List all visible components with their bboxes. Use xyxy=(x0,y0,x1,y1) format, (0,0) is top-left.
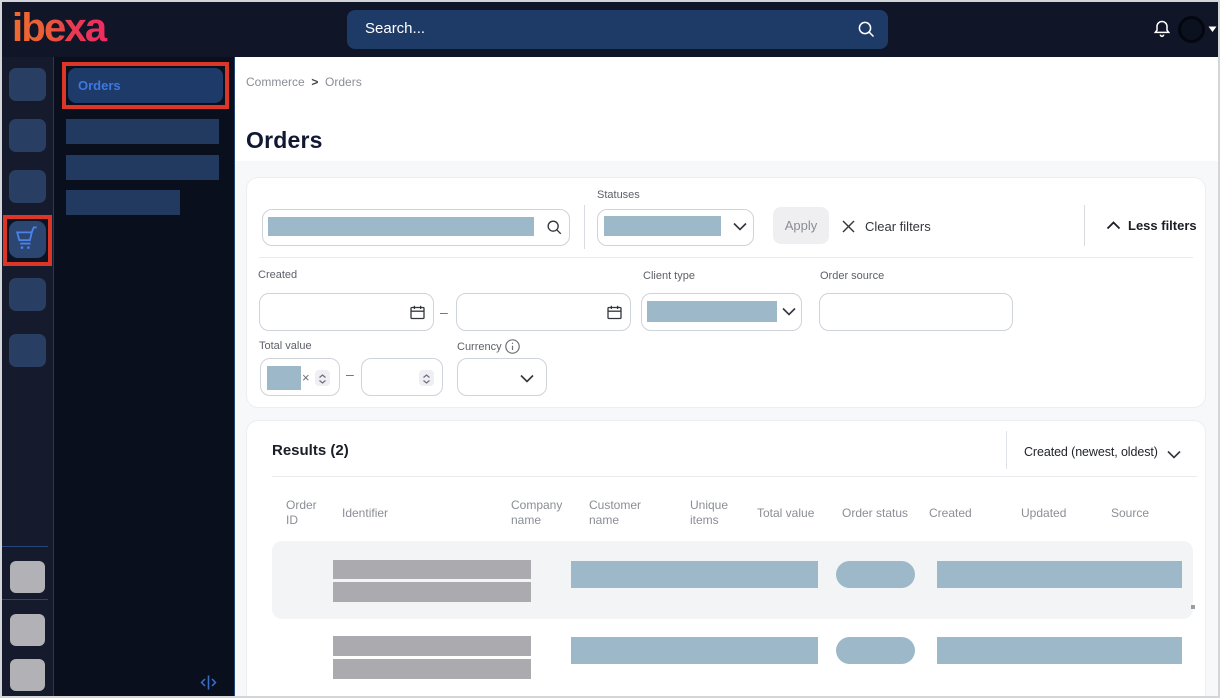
svg-text:ibexa: ibexa xyxy=(14,12,108,43)
